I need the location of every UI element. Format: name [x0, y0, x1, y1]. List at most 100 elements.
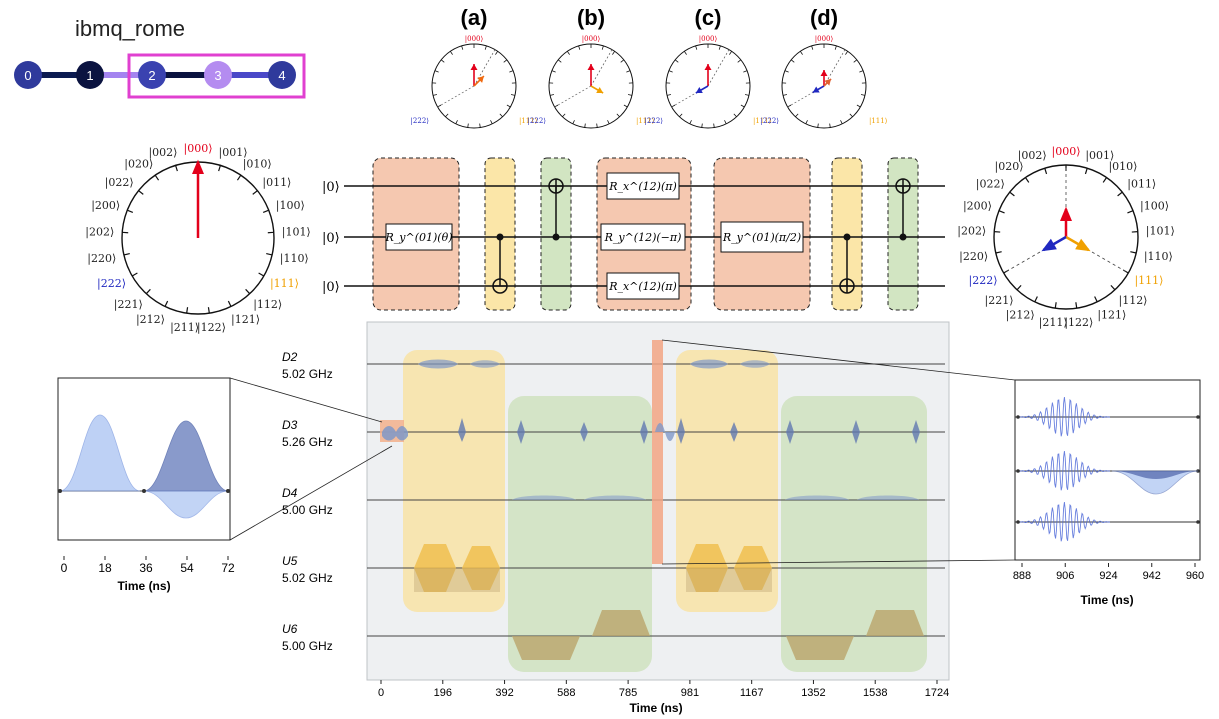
small-dial-ket-right: |111⟩: [519, 117, 538, 125]
small-dial-tick: [584, 123, 586, 128]
dial-arrow-head: [1041, 238, 1057, 252]
dial-tick: [186, 307, 189, 314]
dial-ket-label: |212⟩: [136, 313, 165, 327]
pulse-schedule: D2 5.02 GHz D3 5.26 GHz D4 5.00 GHz U5 5.02 GHz…: [282, 321, 950, 715]
channel-name: U5: [282, 554, 298, 568]
pulse-u5-2: [462, 546, 500, 590]
cnot-block-green-2: [781, 396, 927, 672]
pulse-d3-3: [517, 420, 525, 444]
small-dial-ket-left: |222⟩: [528, 117, 547, 125]
small-dial-tick: [551, 70, 556, 73]
dial-tick: [998, 210, 1005, 214]
dial-tick: [1117, 191, 1123, 197]
dial-ket-label: |002⟩: [148, 146, 177, 160]
dial-tick: [138, 190, 144, 195]
small-dial-ket-right: |111⟩: [869, 117, 888, 125]
small-dial-tick: [729, 51, 732, 55]
left-inset-gaussian-3: [143, 490, 229, 519]
dial-tick: [123, 252, 130, 256]
small-dial-tick: [689, 120, 692, 125]
small-dial-tick: [740, 104, 745, 108]
channel-frequency: 5.26 GHz: [282, 435, 333, 449]
axis-tick-label: 1538: [863, 687, 887, 699]
small-dial-tick: [790, 59, 795, 63]
right-inset-frame: [1014, 379, 1201, 561]
small-dial-tick: [432, 94, 438, 96]
small-dial-tick: [510, 94, 516, 96]
qubit-0: [14, 61, 42, 89]
input-ket-1: |0⟩: [322, 231, 340, 246]
small-dial-tick: [479, 123, 481, 128]
dial-ket-label: |122⟩: [1064, 316, 1093, 330]
small-dial-tick: [817, 123, 819, 128]
dial-tick: [252, 190, 258, 195]
dial-arrow-head: [1060, 206, 1072, 221]
channel-name: U6: [282, 622, 298, 636]
dial-tick: [1102, 177, 1108, 183]
small-dial-tick: [506, 104, 511, 108]
device-topology: ibmq_rome 0 1 2 3 4: [14, 16, 306, 99]
small-dial-tick: [461, 45, 464, 50]
small-dial-tick: [455, 120, 458, 125]
small-dial-c: |000⟩ |222⟩ |111⟩: [645, 35, 772, 129]
gate-rx12-bottom: [606, 272, 680, 300]
phase-dial-initial: |000⟩ |001⟩|010⟩ |011⟩ |100⟩ |101⟩ |110⟩ |111⟩…: [85, 142, 310, 335]
right-inset-x-axis-label: Time (ns): [1080, 593, 1133, 607]
pulse-u6-4: [866, 610, 924, 636]
small-dial-ref: [823, 49, 846, 87]
dial-tick: [1075, 302, 1078, 309]
left-inset-marker-1: [58, 489, 62, 493]
small-dial-tick: [860, 94, 866, 96]
dial-ket-label: |001⟩: [1085, 149, 1114, 163]
panel-label-d: (d): [810, 5, 838, 30]
pulse-d4-4: [857, 495, 919, 500]
pulse-u5-4: [734, 546, 772, 590]
right-inset-marker: [1016, 520, 1020, 524]
right-pulse-inset: 888 906 924 942 960 Time (ns): [1013, 379, 1204, 607]
small-dial-tick: [467, 123, 469, 128]
axis-tick-label: 36: [139, 561, 153, 575]
qubit-4-label: 4: [278, 68, 285, 83]
small-dial-ket-right: |111⟩: [636, 117, 655, 125]
small-dial-tick: [567, 51, 570, 55]
small-dial-arrow-head: [695, 86, 703, 94]
left-inset-marker-3: [226, 489, 230, 493]
axis-tick-label: 924: [1099, 570, 1117, 582]
zoom-line-right-bottom: [661, 559, 1016, 565]
small-dial-tick: [620, 59, 625, 63]
input-ket-0: |0⟩: [322, 180, 340, 195]
small-dial-tick: [679, 113, 683, 118]
axis-tick-label: 18: [98, 561, 112, 575]
small-dial-tick: [601, 45, 604, 50]
dial-ket-label: |111⟩: [1134, 274, 1163, 288]
small-dial-arrow-head: [704, 64, 712, 70]
channel-name: D3: [282, 418, 298, 432]
pulse-d3-9: [786, 420, 794, 444]
small-dial-ref: [590, 49, 613, 87]
panel-label-a: (a): [461, 5, 488, 30]
small-dial-d: |000⟩ |222⟩ |111⟩: [761, 35, 888, 129]
dial-ket-label: |101⟩: [1146, 225, 1175, 239]
dial-ket-label: |111⟩: [270, 277, 299, 291]
right-inset-gaussian-negative: [1111, 470, 1199, 495]
small-dial-ref: [437, 85, 475, 108]
small-dial-tick: [859, 70, 864, 73]
device-name: ibmq_rome: [75, 16, 185, 41]
dial-arrow-head: [1075, 238, 1091, 252]
channel-frequency: 5.02 GHz: [282, 367, 333, 381]
pulse-d2-1: [418, 359, 458, 369]
small-dial-tick: [666, 94, 672, 96]
pulse-u6-1: [512, 636, 580, 660]
small-dial-tick: [509, 70, 514, 73]
dial-tick: [1044, 168, 1048, 175]
dial-ket-label: |200⟩: [91, 199, 120, 213]
small-dial-tick: [800, 51, 803, 55]
small-dial-tick: [853, 59, 858, 63]
dial-ket-label: |020⟩: [124, 158, 153, 172]
small-dial-tick: [668, 70, 673, 73]
dial-ket-label: |001⟩: [219, 146, 248, 160]
dial-tick: [131, 272, 138, 277]
small-dial-tick: [499, 113, 503, 118]
dial-tick: [236, 174, 242, 181]
pulse-u6-2: [592, 610, 650, 636]
